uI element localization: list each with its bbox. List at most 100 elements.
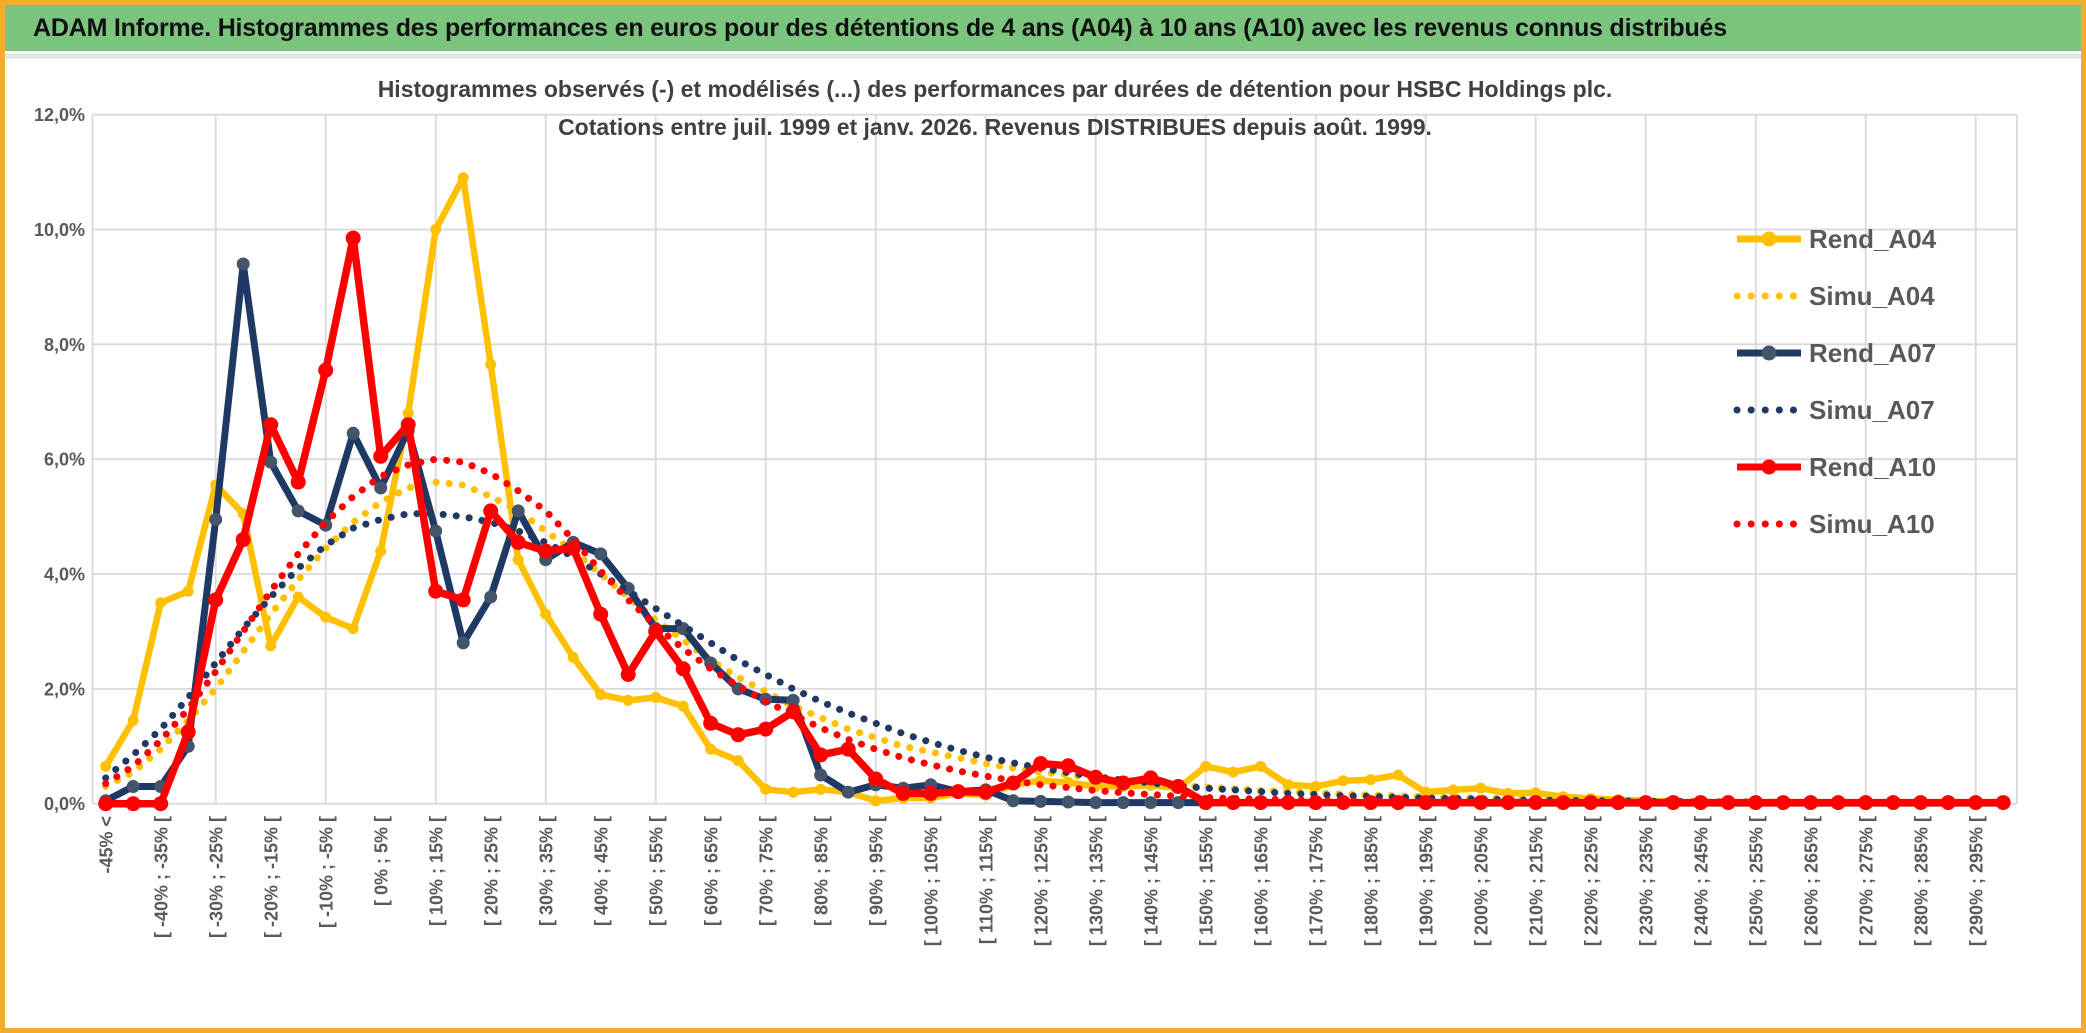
- series-Rend_A10-marker: [1995, 795, 2011, 811]
- series-Rend_A10-marker: [1170, 779, 1186, 794]
- x-tick-label: [ 240% ; 245% [: [1692, 816, 1712, 946]
- y-axis-labels: 0,0% 2,0% 4,0% 6,0% 8,0% 10,0% 12,0%: [34, 105, 85, 814]
- chart-title-line1: Histogrammes observés (-) et modélisés (…: [378, 76, 1613, 102]
- y-tick-label: 12,0%: [34, 105, 85, 125]
- header-divider-white: [5, 51, 2081, 54]
- x-tick-label: [ 70% ; 75% [: [757, 816, 777, 926]
- series-Rend_A04-marker: [127, 714, 139, 726]
- series-Rend_A04-marker: [650, 692, 662, 703]
- series-Rend_A04-marker: [320, 611, 332, 623]
- series-Simu_A04: [102, 478, 2007, 807]
- series-Rend_A10-marker: [675, 661, 691, 677]
- series-Rend_A04-marker: [622, 694, 634, 706]
- series-Rend_A10-marker: [125, 796, 141, 812]
- series-Rend_A04-marker: [595, 689, 607, 701]
- series-Rend_A10-marker: [1720, 795, 1736, 811]
- x-tick-label: [ -40% ; -35% [: [152, 816, 172, 938]
- series-Rend_A04-marker: [567, 651, 579, 663]
- x-tick-label: [ 60% ; 65% [: [702, 816, 722, 926]
- series-Rend_A10-marker: [263, 417, 279, 433]
- series-Rend_A04-marker: [1337, 775, 1349, 787]
- series-Rend_A07-marker: [484, 590, 498, 604]
- x-tick-label: [ 230% ; 235% [: [1637, 816, 1657, 946]
- chart-title: Histogrammes observés (-) et modélisés (…: [378, 76, 1613, 140]
- x-tick-label: [ 200% ; 205% [: [1472, 816, 1492, 946]
- series-Rend_A04-marker: [485, 358, 497, 370]
- series-Rend_A07-marker: [786, 693, 800, 707]
- series-Rend_A10-marker: [428, 583, 444, 599]
- series-Rend_A04-marker: [787, 786, 799, 798]
- series-Rend_A10-marker: [923, 785, 939, 801]
- series-Rend_A10-marker: [400, 417, 416, 433]
- series-Rend_A10-marker: [868, 771, 884, 787]
- series-Rend_A04-marker: [100, 760, 112, 772]
- legend-label: Simu_A07: [1809, 395, 1935, 425]
- series-Rend_A07-marker: [209, 513, 223, 526]
- series-Rend_A10-marker: [895, 785, 911, 801]
- series-Rend_A04-marker: [1530, 787, 1542, 799]
- legend-item-Rend_A04[interactable]: Rend_A04: [1737, 224, 1937, 254]
- x-axis-labels: -45% < [ -40% ; -35% [[ -30% ; -25% [[ -2…: [97, 816, 1987, 946]
- series-Rend_A04-marker: [402, 407, 414, 419]
- legend-label: Rend_A04: [1809, 224, 1937, 254]
- legend-item-Simu_A10[interactable]: Simu_A10: [1733, 509, 1935, 539]
- x-tick-label: [ 50% ; 55% [: [647, 816, 667, 926]
- performance-histogram-chart: Histogrammes observés (-) et modélisés (…: [34, 76, 2018, 946]
- series-Rend_A10-marker: [1445, 795, 1461, 811]
- series-Rend_A04-marker: [1365, 774, 1377, 786]
- series-Rend_A07-marker: [1171, 796, 1185, 810]
- series-Simu_A10-line: [102, 455, 2007, 807]
- sheet-header-bar: ADAM Informe. Histogrammes des performan…: [5, 5, 2081, 51]
- y-tick-label: 2,0%: [44, 679, 85, 699]
- legend-item-Simu_A04[interactable]: Simu_A04: [1733, 281, 1935, 311]
- series-Rend_A07-marker: [1006, 794, 1020, 808]
- series-Rend_A10-marker: [318, 362, 334, 378]
- legend-label: Rend_A07: [1809, 338, 1936, 368]
- series-Rend_A10-marker: [345, 230, 361, 246]
- series-Rend_A04-marker: [815, 783, 827, 795]
- y-tick-label: 6,0%: [44, 450, 85, 470]
- x-tick-label: [ 280% ; 285% [: [1912, 816, 1932, 946]
- series-Rend_A10-marker: [208, 592, 224, 608]
- series-Rend_A10-marker: [1968, 795, 1984, 811]
- series-Rend_A10-line: [101, 234, 2007, 808]
- series-Rend_A04-marker: [347, 623, 359, 635]
- series-Rend_A10-marker: [840, 741, 856, 757]
- series-Rend_A10-marker: [180, 724, 196, 740]
- series-Rend_A04-marker: [732, 755, 744, 767]
- series-Rend_A10-marker: [235, 532, 251, 548]
- legend-item-Simu_A07[interactable]: Simu_A07: [1733, 395, 1935, 425]
- series-Rend_A07-marker: [1061, 795, 1075, 809]
- series-Rend_A04-marker: [292, 591, 304, 603]
- series-Rend_A04-marker: [1392, 769, 1404, 781]
- series-Rend_A10-marker: [978, 784, 994, 800]
- series-Rend_A10-marker: [290, 474, 306, 490]
- series-Rend_A10-marker: [510, 534, 526, 550]
- y-tick-label: 8,0%: [44, 335, 85, 355]
- x-tick-label: [ 80% ; 85% [: [812, 816, 832, 926]
- series-Rend_A04-marker: [1282, 779, 1294, 791]
- series-Rend_A04-marker: [1200, 760, 1212, 772]
- series-Rend_A10-marker: [373, 448, 389, 464]
- series-Rend_A04-marker: [182, 585, 194, 597]
- series-Rend_A04-marker: [375, 545, 387, 557]
- series-Rend_A10-marker: [538, 543, 554, 559]
- series-Rend_A04-line: [102, 174, 2007, 806]
- legend-item-Rend_A07[interactable]: Rend_A07: [1737, 338, 1936, 368]
- series-Rend_A04-marker: [430, 224, 442, 235]
- series-Rend_A04-marker: [1447, 784, 1459, 796]
- x-tick-label: [ 270% ; 275% [: [1857, 816, 1877, 946]
- series-Rend_A07-marker: [1034, 794, 1048, 808]
- series-Rend_A10: [98, 230, 2011, 812]
- legend-item-Rend_A10[interactable]: Rend_A10: [1737, 452, 1936, 482]
- series-Rend_A07-marker: [264, 455, 278, 469]
- x-tick-label: [ -30% ; -25% [: [207, 816, 227, 938]
- x-tick-label: [ 140% ; 145% [: [1142, 816, 1162, 946]
- series-Rend_A10-marker: [950, 784, 966, 800]
- series-Rend_A04-marker: [1227, 766, 1239, 778]
- series-Rend_A07-marker: [429, 524, 443, 538]
- series-Rend_A04-marker: [677, 700, 689, 712]
- series-Rend_A07-marker: [346, 426, 360, 440]
- series-Rend_A10-marker: [703, 715, 719, 731]
- series-Rend_A10-marker: [483, 503, 499, 519]
